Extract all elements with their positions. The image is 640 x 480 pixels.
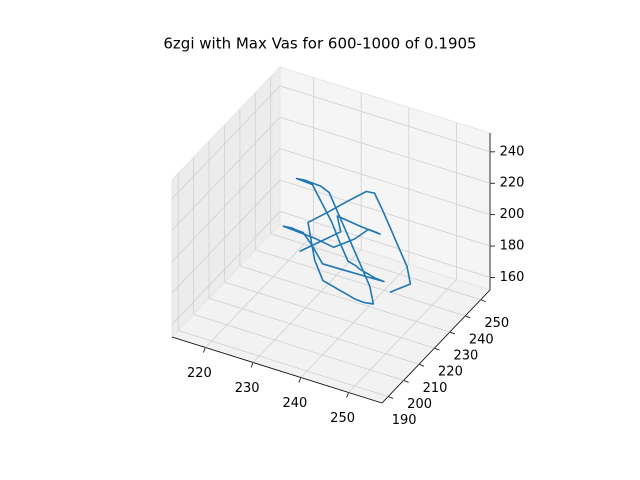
y-tick-label: 210 [423, 381, 448, 396]
y-tick-label: 190 [392, 413, 417, 428]
grid-line [171, 148, 281, 262]
y-tick-label: 220 [438, 365, 463, 380]
grid-line [279, 85, 491, 153]
x-tick-label: 220 [187, 366, 212, 381]
y-tick-label: 200 [407, 397, 432, 412]
tick-mark [298, 377, 302, 383]
chart-title: 6zgi with Max Vas for 600-1000 of 0.1905 [163, 35, 476, 53]
x-axis-line [171, 336, 383, 404]
grid-line [279, 148, 491, 216]
tick-mark [250, 362, 254, 368]
data-line [282, 177, 412, 305]
grid-line [193, 314, 404, 381]
y-axis-line [381, 289, 491, 404]
tick-mark [403, 380, 409, 383]
y-tick-label: 240 [469, 332, 494, 347]
grid-line [255, 249, 466, 317]
tick-mark [465, 315, 471, 319]
grid-line [171, 179, 281, 294]
x-tick-label: 230 [235, 381, 260, 396]
z-tick-label: 180 [500, 239, 525, 254]
y-tick-label: 250 [484, 316, 509, 331]
grid-line [178, 330, 389, 397]
tick-mark [434, 347, 440, 351]
grid-line [270, 233, 481, 301]
z-tick-label: 200 [500, 207, 525, 222]
tick-mark [449, 331, 456, 335]
grid-line [171, 85, 281, 200]
tick-mark [388, 396, 394, 399]
tick-mark [480, 299, 486, 303]
grid-line [224, 281, 435, 349]
x-tick-label: 250 [330, 411, 355, 426]
grid-line [300, 264, 410, 378]
z-tick-label: 160 [500, 270, 525, 285]
grid-line [279, 211, 491, 278]
grid-line [205, 234, 314, 348]
tick-mark [346, 392, 349, 398]
grid-line [279, 116, 491, 184]
grid-line [252, 249, 362, 363]
grid-line [171, 211, 281, 325]
grid-line [348, 279, 457, 393]
y-tick-label: 230 [453, 348, 478, 363]
tick-mark [203, 347, 206, 353]
grid-line [208, 297, 420, 365]
tick-mark [418, 363, 425, 367]
z-tick-label: 240 [500, 144, 525, 159]
z-tick-label: 220 [500, 176, 525, 191]
x-tick-label: 240 [282, 396, 307, 411]
grid-line [239, 265, 451, 333]
grid-line [171, 116, 281, 231]
